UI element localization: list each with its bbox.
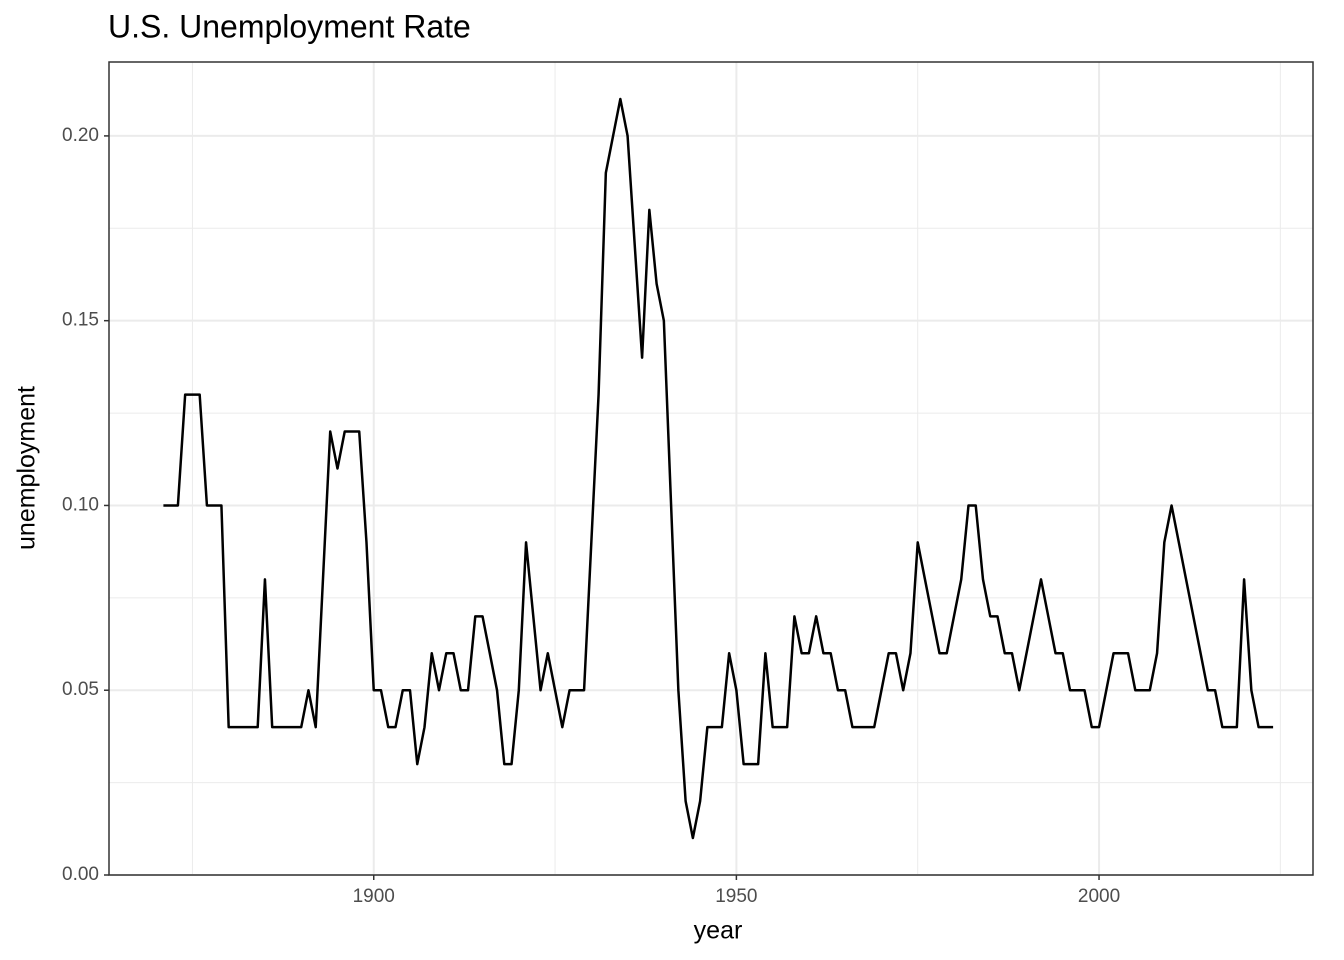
x-tick-label: 1950 — [715, 886, 757, 907]
x-tick-label: 1900 — [353, 886, 395, 907]
y-tick-label: 0.00 — [62, 864, 99, 885]
panel-background — [109, 62, 1313, 875]
x-axis-title: year — [694, 917, 743, 945]
y-tick-label: 0.15 — [62, 310, 99, 331]
panel-border — [108, 61, 1314, 876]
x-tick-label: 2000 — [1078, 886, 1120, 907]
data-line — [163, 97, 1274, 840]
y-axis-title: unemployment — [13, 386, 41, 550]
y-tick-label: 0.10 — [62, 494, 99, 515]
y-tick-label: 0.05 — [62, 679, 99, 700]
chart-title: U.S. Unemployment Rate — [108, 8, 471, 44]
y-tick-label: 0.20 — [62, 125, 99, 146]
